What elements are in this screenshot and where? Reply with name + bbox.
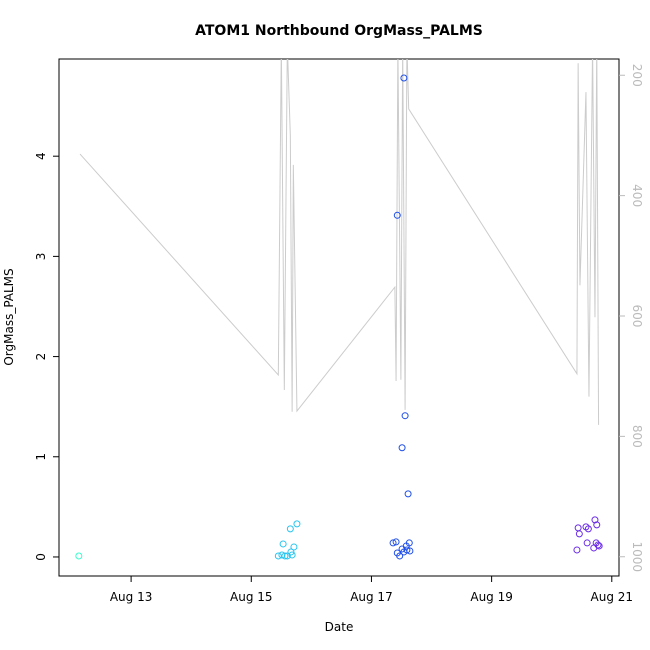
data-point bbox=[405, 539, 413, 547]
data-point bbox=[274, 552, 282, 560]
data-point bbox=[288, 551, 296, 559]
x-axis-label: Date bbox=[325, 620, 354, 634]
data-point bbox=[575, 530, 583, 538]
data-point bbox=[281, 552, 289, 560]
data-point bbox=[393, 549, 401, 557]
y2-tick-label: 1000 bbox=[630, 541, 644, 572]
data-point bbox=[583, 539, 591, 547]
data-point bbox=[293, 520, 301, 528]
data-point bbox=[400, 74, 408, 82]
data-point bbox=[392, 538, 400, 546]
x-tick-label: Aug 13 bbox=[110, 590, 153, 604]
chart-title: ATOM1 Northbound OrgMass_PALMS bbox=[195, 23, 483, 39]
data-point bbox=[404, 490, 412, 498]
y-tick-label: 4 bbox=[34, 152, 48, 160]
data-point bbox=[290, 543, 298, 551]
x-tick-label: Aug 19 bbox=[470, 590, 513, 604]
y-tick-label: 2 bbox=[34, 353, 48, 361]
y-tick-label: 0 bbox=[34, 553, 48, 561]
data-point bbox=[398, 444, 406, 452]
data-point bbox=[593, 521, 601, 529]
y2-tick-label: 200 bbox=[630, 64, 644, 87]
data-point bbox=[389, 539, 397, 547]
data-point bbox=[595, 542, 603, 550]
x-tick-label: Aug 21 bbox=[591, 590, 634, 604]
data-point bbox=[75, 552, 83, 560]
data-point bbox=[279, 540, 287, 548]
y-tick-label: 1 bbox=[34, 453, 48, 461]
data-point bbox=[286, 525, 294, 533]
y-axis-label: OrgMass_PALMS bbox=[2, 268, 16, 365]
x-tick-label: Aug 17 bbox=[350, 590, 393, 604]
plot-area bbox=[75, 59, 603, 560]
data-point bbox=[287, 548, 295, 556]
data-point bbox=[401, 412, 409, 420]
y2-tick-label: 800 bbox=[630, 425, 644, 448]
y2-tick-label: 600 bbox=[630, 305, 644, 328]
x-tick-label: Aug 15 bbox=[230, 590, 273, 604]
plot-box bbox=[58, 58, 620, 577]
data-point bbox=[393, 211, 401, 219]
data-point bbox=[400, 548, 408, 556]
y-tick-label: 3 bbox=[34, 253, 48, 261]
data-point bbox=[573, 546, 581, 554]
y2-tick-label: 400 bbox=[630, 184, 644, 207]
series-line bbox=[79, 59, 600, 425]
data-point bbox=[283, 552, 291, 560]
data-point bbox=[584, 525, 592, 533]
